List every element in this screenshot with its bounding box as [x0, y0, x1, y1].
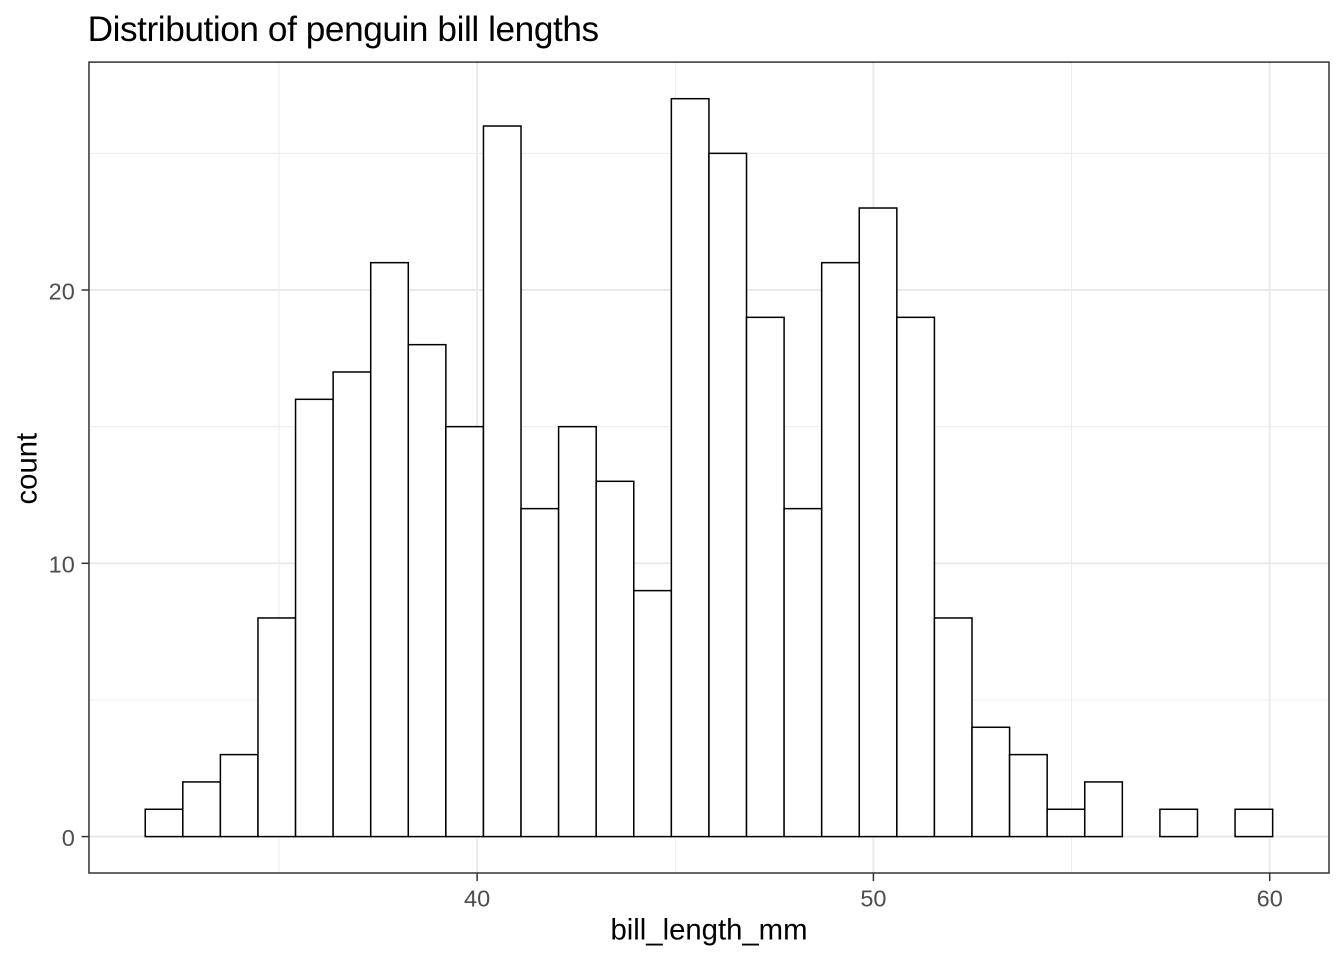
- svg-text:60: 60: [1257, 885, 1283, 911]
- svg-text:10: 10: [49, 552, 75, 578]
- svg-text:Distribution of penguin bill l: Distribution of penguin bill lengths: [88, 10, 599, 49]
- svg-text:50: 50: [860, 885, 886, 911]
- svg-text:40: 40: [464, 885, 490, 911]
- svg-text:bill_length_mm: bill_length_mm: [610, 913, 807, 946]
- svg-text:0: 0: [62, 825, 75, 851]
- svg-text:count: count: [11, 433, 44, 505]
- svg-text:20: 20: [49, 278, 75, 304]
